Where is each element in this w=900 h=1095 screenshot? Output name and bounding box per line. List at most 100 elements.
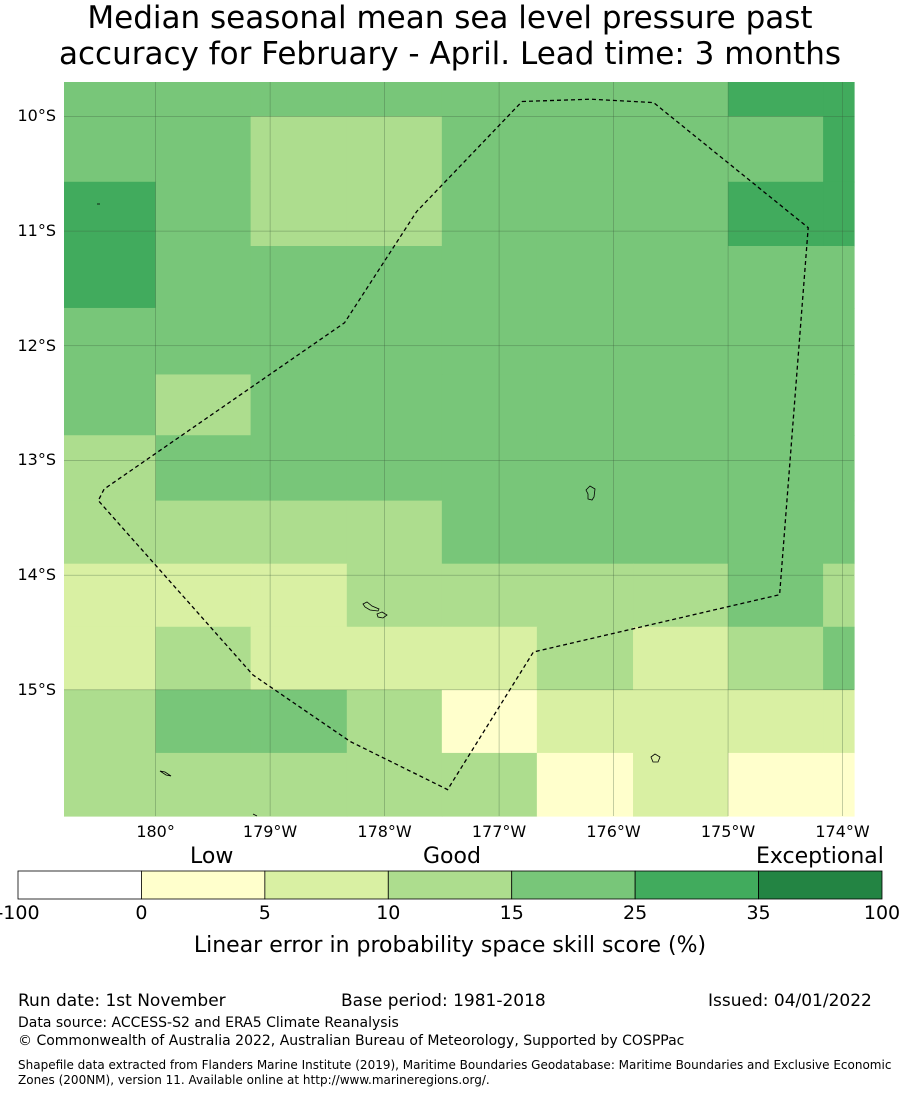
islands — [97, 203, 661, 817]
grid-cell — [155, 500, 252, 565]
longitude-label: 177°W — [471, 822, 527, 841]
colorbar-segment — [17, 870, 142, 900]
grid-cell — [64, 435, 157, 502]
grid-cell — [64, 563, 157, 628]
grid-cell — [346, 374, 443, 436]
grid-cell — [64, 500, 157, 565]
grid-cell — [633, 689, 729, 754]
grid-cell — [441, 374, 538, 436]
colorbar-tick-label: 15 — [499, 902, 524, 924]
grid-cell — [155, 374, 252, 436]
grid-cell — [823, 181, 855, 247]
grid-cell — [346, 689, 443, 754]
grid-cell — [346, 752, 443, 817]
island — [585, 485, 596, 501]
grid-cell — [728, 500, 824, 565]
title-line-2: accuracy for February - April. Lead time… — [58, 36, 842, 72]
longitude-label: 179°W — [242, 822, 298, 841]
grid-cell — [633, 374, 729, 436]
grid-cell — [633, 500, 729, 565]
grid-cell — [823, 563, 855, 628]
eez-boundary — [97, 98, 809, 791]
skill-score-map — [17, 82, 883, 900]
grid-cell — [823, 374, 855, 436]
colorbar-tick-label: 25 — [623, 902, 648, 924]
grid-cell — [728, 435, 824, 502]
island — [650, 753, 661, 763]
colorbar-segment — [264, 870, 389, 900]
grid-cell — [155, 435, 252, 502]
grid-cell — [823, 435, 855, 502]
grid-cell — [823, 307, 855, 376]
grid-cell — [250, 689, 348, 754]
grid-cell — [441, 181, 538, 247]
grid-cell — [823, 82, 855, 118]
grid-cell — [441, 752, 538, 817]
grid-cell — [536, 307, 634, 376]
data-source: Data source: ACCESS-S2 and ERA5 Climate … — [18, 1015, 399, 1031]
longitude-label: 180° — [136, 822, 175, 841]
grid-cell — [823, 246, 855, 309]
grid-cell — [633, 82, 729, 118]
grid-cell — [155, 563, 252, 628]
grid-cell — [536, 500, 634, 565]
grid-cell — [536, 116, 634, 183]
island — [376, 611, 388, 619]
grid-cell — [64, 181, 157, 247]
grid-cell — [64, 689, 157, 754]
grid-cell — [346, 500, 443, 565]
grid-cell — [633, 435, 729, 502]
grid-cell — [633, 181, 729, 247]
grid-cell — [346, 82, 443, 118]
grid-cell — [250, 500, 348, 565]
grid-cell — [155, 689, 252, 754]
grid-cell — [823, 689, 855, 754]
grid-cell — [346, 563, 443, 628]
grid-cell — [536, 246, 634, 309]
island — [252, 813, 258, 817]
latitude-label: 14°S — [17, 565, 56, 585]
grid-cell — [728, 752, 824, 817]
copyright: © Commonwealth of Australia 2022, Austra… — [18, 1033, 685, 1049]
colorbar-segment — [141, 870, 266, 900]
grid-cell — [633, 752, 729, 817]
grid-cell — [728, 626, 824, 691]
grid-cell — [633, 246, 729, 309]
grid-cell — [64, 374, 157, 436]
grid-cell — [250, 374, 348, 436]
grid-cell — [728, 82, 824, 118]
grid-cell — [346, 246, 443, 309]
grid-cell — [536, 563, 634, 628]
colorbar-word-good: Good — [423, 844, 481, 869]
grid-cell — [155, 82, 252, 118]
grid-cell — [536, 752, 634, 817]
grid-cell — [823, 500, 855, 565]
grid-cell — [536, 435, 634, 502]
grid-cell — [441, 500, 538, 565]
colorbar-word-exceptional: Exceptional — [756, 844, 884, 869]
colorbar-segment — [511, 870, 636, 900]
shapefile-credit-line-1: Shapefile data extracted from Flanders M… — [18, 1058, 892, 1072]
grid-cell — [346, 435, 443, 502]
longitude-label: 176°W — [586, 822, 641, 841]
grid-cell — [155, 626, 252, 691]
grid-cell — [536, 626, 634, 691]
grid-cell — [64, 82, 157, 118]
grid-cell — [536, 374, 634, 436]
colorbar-word-low: Low — [190, 844, 234, 869]
chart-title: Median seasonal mean sea level pressure … — [0, 0, 900, 72]
grid-cell — [728, 116, 824, 183]
grid-cell — [441, 246, 538, 309]
grid-cell — [346, 307, 443, 376]
grid-cell — [250, 116, 348, 183]
grid-cell — [346, 181, 443, 247]
grid-cell — [823, 752, 855, 817]
grid-cell — [250, 626, 348, 691]
grid-cell — [728, 307, 824, 376]
colorbar-title: Linear error in probability space skill … — [193, 933, 707, 958]
grid-cell — [155, 246, 252, 309]
grid-cell — [346, 626, 443, 691]
grid-cell — [441, 435, 538, 502]
graticule — [64, 82, 854, 816]
grid-cell — [728, 181, 824, 247]
